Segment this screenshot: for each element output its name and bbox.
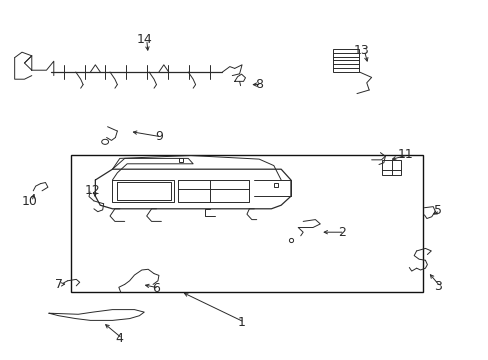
Text: 8: 8 [255,78,263,91]
Text: 3: 3 [433,280,441,293]
Text: 5: 5 [433,204,441,217]
Text: 4: 4 [116,332,123,345]
Text: 13: 13 [353,44,369,57]
Text: 10: 10 [21,195,37,208]
Bar [71,155,422,292]
Text: 7: 7 [55,278,62,291]
Text: 14: 14 [136,33,152,46]
Bar [382,160,400,175]
Text: 11: 11 [397,148,413,161]
Text: 2: 2 [338,226,346,239]
Text: 6: 6 [152,282,160,294]
Text: 12: 12 [85,184,101,197]
Text: 1: 1 [238,316,245,329]
Text: 9: 9 [155,130,163,143]
Bar [332,49,359,72]
